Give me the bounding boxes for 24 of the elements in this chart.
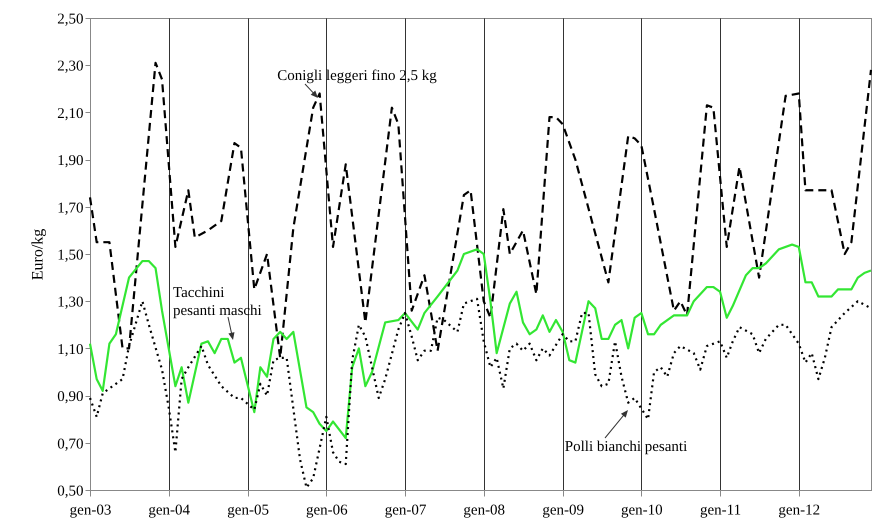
x-tick-label: gen-08 bbox=[463, 502, 506, 518]
y-tick-label: 2,30 bbox=[57, 58, 84, 75]
y-tick-label: 1,50 bbox=[57, 248, 84, 264]
x-tick-label: gen-03 bbox=[70, 502, 112, 518]
y-tick-label: 1,70 bbox=[57, 200, 84, 216]
x-tick-label: gen-06 bbox=[306, 502, 348, 518]
y-tick-label: 0,70 bbox=[57, 436, 84, 452]
x-tick-label: gen-11 bbox=[700, 502, 742, 518]
x-tick-label: gen-09 bbox=[542, 502, 584, 518]
y-tick-label: 1,30 bbox=[57, 294, 84, 311]
x-tick-label: gen-12 bbox=[778, 502, 820, 518]
x-tick-label: gen-07 bbox=[384, 502, 427, 518]
x-tick-label: gen-04 bbox=[148, 502, 191, 518]
text: Polli bianchi pesanti bbox=[564, 439, 688, 455]
y-tick-label: 0,90 bbox=[57, 389, 84, 406]
y-tick-label: 2,10 bbox=[57, 106, 84, 122]
y-tick-label: 0,50 bbox=[57, 484, 84, 500]
y-axis-title: Euro/kg bbox=[29, 228, 46, 280]
x-tick-label: gen-10 bbox=[621, 502, 663, 518]
y-tick-label: 2,50 bbox=[57, 12, 84, 28]
line-series bbox=[88, 243, 872, 440]
x-tick-label: gen-05 bbox=[227, 502, 269, 518]
y-tick-label: 1,10 bbox=[57, 342, 84, 358]
y-tick-label: 1,90 bbox=[57, 153, 84, 170]
